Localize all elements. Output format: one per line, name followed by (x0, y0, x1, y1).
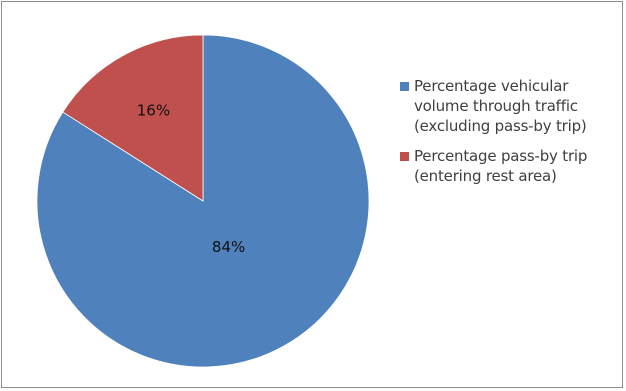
pie-data-label-0: 84% (212, 238, 245, 256)
pie-slice-1 (62, 34, 204, 202)
legend-swatch-through-traffic (400, 82, 409, 91)
pie-slices (36, 34, 370, 368)
legend-label-through-traffic: Percentage vehicular volume through traf… (414, 77, 587, 135)
legend-swatch-pass-by-trip (400, 152, 409, 161)
pie-data-label-1: 16% (137, 101, 170, 119)
legend-item-pass-by-trip: Percentage pass-by trip (entering rest a… (400, 146, 622, 186)
legend: Percentage vehicular volume through traf… (400, 76, 622, 196)
legend-item-through-traffic: Percentage vehicular volume through traf… (400, 76, 622, 136)
pie-data-labels: 84% 16% (137, 101, 246, 256)
legend-label-pass-by-trip: Percentage pass-by trip (entering rest a… (414, 147, 588, 185)
